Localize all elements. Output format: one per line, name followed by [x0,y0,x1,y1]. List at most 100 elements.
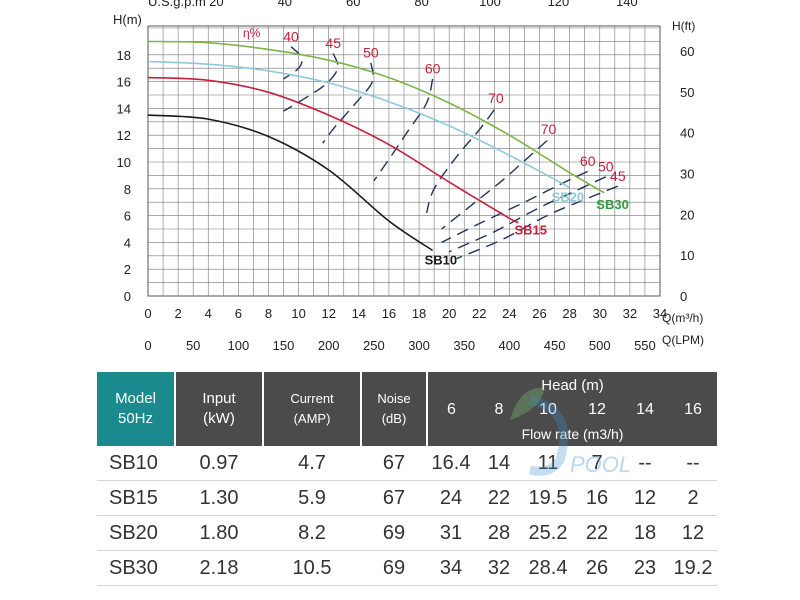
pump-performance-chart: 0 2 4 6 8 10 12 14 16 18 20 22 24 26 28 30 32 34024681012… [113,0,704,353]
series-label: SB10 [425,252,458,267]
noise-header-line1: Noise [377,391,411,406]
gpm-tick-label: 100 [479,0,501,9]
y-tick-label: 18 [117,48,131,63]
current-cell: 4.7 [263,446,361,481]
input-header-line1: Input [202,390,236,407]
efficiency-iso-lines [283,46,619,260]
ft-tick-label: 10 [680,248,694,263]
ft-tick-label: 50 [680,85,694,100]
flow-cell: 16.4 [427,446,475,481]
series-label: SB30 [596,197,629,212]
pool-watermark: POOL [510,387,631,477]
flow-cell: 2 [669,480,718,516]
input-header: Input (kW) [175,372,264,446]
current-cell: 8.2 [263,515,361,551]
efficiency-iso-line [425,109,495,214]
ft-tick-label: 20 [680,207,694,222]
model-header-line1: Model [115,390,156,407]
head-value: 8 [475,398,523,422]
curve-sb15 [147,76,519,224]
model-header: Model 50Hz [97,372,176,446]
flow-cell: 18 [621,515,669,551]
input-cell: 1.80 [175,515,263,551]
x-tick-label: 2 [175,306,182,321]
efficiency-label: 45 [610,168,626,184]
head-value: 10 [523,398,573,422]
pump-curves [147,40,605,252]
gpm-tick-label: 20 [209,0,223,9]
ft-tick-label: 60 [680,44,694,59]
efficiency-symbol: η% [243,26,261,40]
flow-rate-header: Flow rate (m3/h) [427,421,718,446]
efficiency-label: 60 [580,153,596,169]
y-tick-label: 16 [117,75,131,90]
gpm-tick-label: 60 [346,0,360,9]
head-value: 12 [573,398,621,422]
efficiency-label: 50 [363,44,379,60]
flow-cell: 14 [475,446,523,481]
x-tick-label: 16 [382,306,396,321]
efficiency-label: 40 [283,28,299,44]
specification-table: Model 50Hz Input (kW) Current (AMP) Nois… [97,372,718,586]
ft-tick-label: 30 [680,166,694,181]
series-label: SB15 [514,222,547,237]
lpm-tick-label: 350 [453,338,475,353]
flow-cell: 7 [573,446,621,481]
table-row: SB20 1.80 8.2 69 31 28 25.2 22 18 12 [97,515,718,551]
x-axis-label-q: Q(m³/h) [662,311,703,325]
efficiency-iso-line [448,176,607,253]
current-cell: 5.9 [263,480,361,516]
efficiency-label: 70 [488,90,504,106]
lpm-tick-label: 450 [544,338,566,353]
efficiency-iso-line [441,140,548,230]
flow-cell: 16 [573,480,621,516]
flow-cell: 11 [523,446,573,481]
table-row: SB10 0.97 4.7 67 16.4 14 11 7 -- -- [97,446,718,481]
lpm-tick-label: 300 [408,338,430,353]
y-tick-label: 0 [124,289,131,304]
efficiency-iso-line [373,78,434,182]
efficiency-iso-line [456,185,619,260]
curve-sb30 [147,40,605,194]
flow-cell: 28 [475,515,523,551]
y-axis-label-left: H(m) [113,12,142,27]
x-axis-label-lpm: Q(LPM) [662,333,704,347]
head-header: Head (m) [427,372,718,399]
current-cell: 10.5 [263,550,361,586]
chart-grid [147,25,661,297]
x-tick-label: 26 [532,306,546,321]
y-tick-label: 6 [124,209,131,224]
current-header: Current (AMP) [263,372,362,446]
y-tick-label: 8 [124,182,131,197]
watermark-leaf-icon [510,387,545,420]
table-row: SB15 1.30 5.9 67 24 22 19.5 16 12 2 [97,480,718,516]
x-tick-label: 18 [412,306,426,321]
flow-cell: 22 [573,515,621,551]
flow-cell: 23 [621,550,669,586]
efficiency-label: 70 [541,121,557,137]
flow-cell: 12 [669,515,718,551]
lpm-tick-label: 500 [589,338,611,353]
ft-tick-label: 40 [680,126,694,141]
x-tick-label: 10 [291,306,305,321]
y-tick-label: 2 [124,262,131,277]
noise-cell: 67 [361,480,427,516]
flow-cell: 19.2 [669,550,718,586]
gpm-tick-label: 140 [616,0,638,9]
flow-cell: 19.5 [523,480,573,516]
y-tick-label: 14 [117,101,131,116]
x-tick-label: 22 [472,306,486,321]
watermark-text: POOL [570,452,631,477]
efficiency-label: 45 [325,35,341,51]
head-value: 6 [427,398,475,422]
current-header-line2: (AMP) [293,411,331,426]
lpm-tick-label: 50 [186,338,200,353]
model-cell: SB30 [97,550,175,586]
efficiency-label: 50 [598,158,614,174]
x-axis-label-top: U.S.g.p.m [148,0,206,9]
lpm-tick-label: 150 [273,338,295,353]
model-cell: SB10 [97,446,175,481]
model-cell: SB20 [97,515,175,551]
flow-cell: 31 [427,515,475,551]
model-header-line2: 50Hz [117,410,154,427]
